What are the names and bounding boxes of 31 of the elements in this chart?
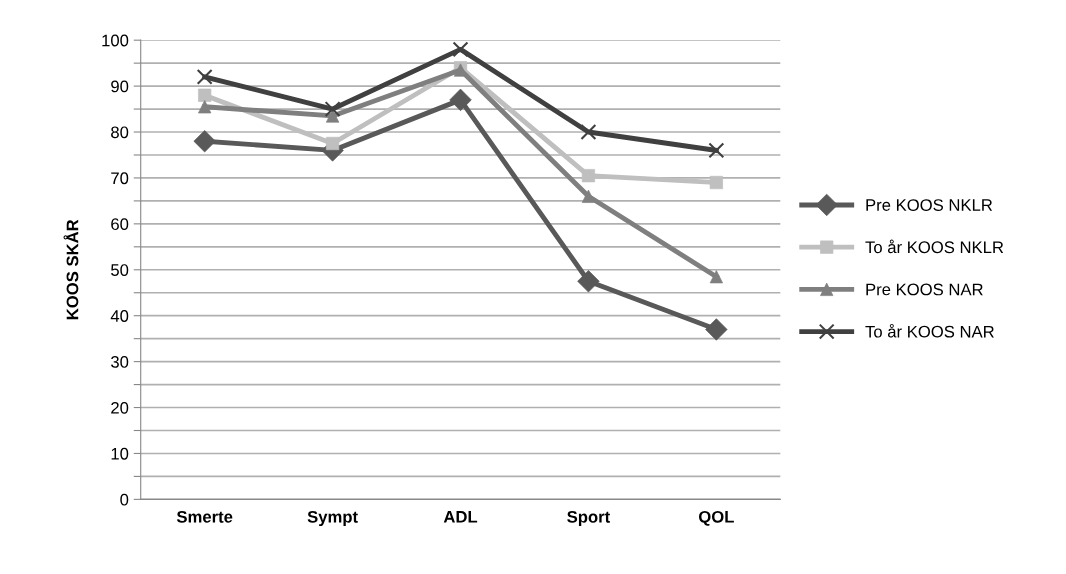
y-tick-label: 40	[110, 310, 129, 322]
point	[708, 142, 725, 159]
point	[580, 124, 597, 140]
x-tick-label: Smerte	[176, 510, 233, 523]
point	[193, 130, 216, 153]
y-tick-label: 50	[111, 264, 129, 276]
x-tick-label: Sympt	[307, 510, 358, 527]
x-tick-label: Sport	[567, 510, 610, 527]
y-tick-label: 100	[102, 34, 129, 47]
y-tick-label: 20	[111, 401, 129, 414]
y-tick-label: 70	[111, 172, 129, 185]
x-tick-label: ADL	[443, 511, 478, 523]
y-axis-title: KOOS SKÅR	[63, 219, 79, 320]
legend-label: Pre KOOS NKLR	[866, 199, 993, 211]
y-tick-label: 80	[111, 126, 129, 139]
point	[577, 270, 600, 293]
x-tick-label: QOL	[698, 510, 734, 526]
y-tick-label: 60	[111, 218, 129, 231]
legend-label: To år KOOS NAR	[865, 323, 994, 338]
point	[324, 101, 341, 118]
legend-label: Pre KOOS NAR	[866, 283, 983, 296]
point	[581, 189, 596, 203]
point	[198, 88, 212, 102]
legend-label: To år KOOS NKLR	[865, 239, 1004, 254]
point	[709, 175, 723, 190]
point	[452, 41, 469, 58]
y-tick-label: 0	[120, 493, 129, 506]
point	[196, 68, 213, 85]
y-tick-label: 30	[111, 356, 129, 368]
y-tick-label: 90	[111, 80, 129, 93]
y-tick-label: 10	[111, 447, 129, 460]
